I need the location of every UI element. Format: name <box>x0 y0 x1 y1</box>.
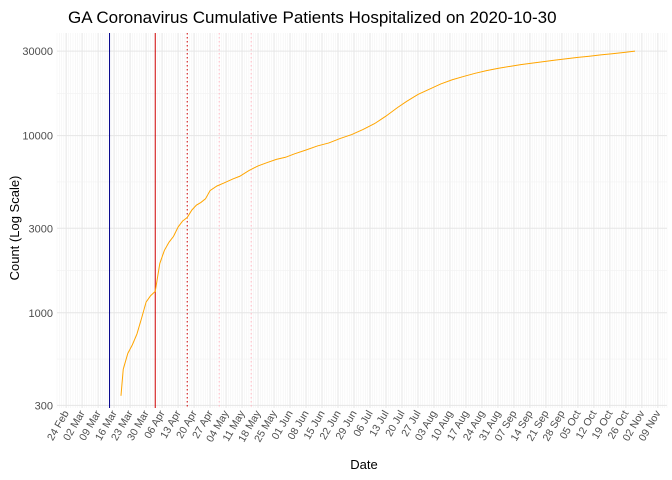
y-axis-title: Count (Log Scale) <box>7 176 22 281</box>
plot-area <box>56 33 668 408</box>
reference-lines <box>109 33 252 408</box>
series <box>120 50 636 396</box>
y-tick-label: 10000 <box>22 131 53 143</box>
x-axis-title: Date <box>350 457 377 472</box>
chart-title: GA Coronavirus Cumulative Patients Hospi… <box>68 8 557 27</box>
y-axis-ticks: 300 1000 3000 10000 30000 <box>22 46 53 412</box>
y-tick-label: 3000 <box>29 223 53 235</box>
y-tick-label: 300 <box>35 400 53 412</box>
series-line <box>120 50 636 396</box>
gridlines <box>56 33 668 408</box>
y-tick-label: 30000 <box>22 46 53 58</box>
y-tick-label: 1000 <box>29 308 53 320</box>
